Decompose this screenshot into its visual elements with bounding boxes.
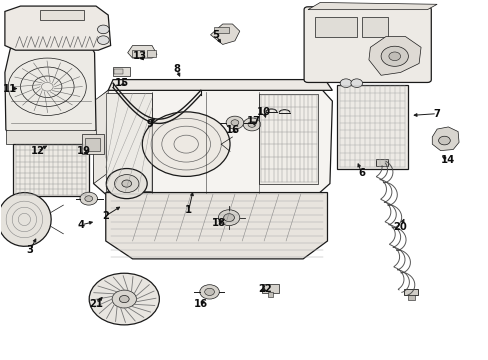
Circle shape (380, 46, 407, 66)
Bar (85, 138, 100, 151)
Bar (337, 85, 407, 169)
Bar (113, 67, 130, 76)
Circle shape (200, 285, 219, 299)
Text: 8: 8 (173, 64, 180, 74)
Text: 14: 14 (440, 155, 454, 165)
Bar (6, 130, 96, 144)
FancyBboxPatch shape (304, 7, 430, 82)
Text: 20: 20 (393, 222, 407, 231)
Polygon shape (108, 80, 332, 90)
Text: 21: 21 (89, 299, 103, 309)
Bar (261, 284, 279, 293)
Polygon shape (0, 193, 51, 246)
Text: 1: 1 (184, 206, 192, 216)
Circle shape (204, 288, 214, 296)
Text: 7: 7 (433, 109, 440, 119)
Bar (40, 10, 83, 21)
Bar (81, 134, 103, 154)
Circle shape (97, 25, 109, 34)
Circle shape (112, 290, 136, 308)
Bar (315, 17, 356, 37)
Bar (114, 69, 122, 74)
Text: 11: 11 (2, 84, 17, 94)
Text: 10: 10 (257, 107, 270, 117)
Text: 22: 22 (258, 284, 272, 294)
Bar (361, 17, 387, 37)
Text: 18: 18 (212, 218, 226, 228)
Text: 9: 9 (146, 120, 153, 129)
Circle shape (340, 79, 351, 87)
Bar (267, 292, 273, 297)
Circle shape (230, 120, 238, 126)
Bar (105, 93, 152, 192)
Circle shape (142, 112, 229, 176)
Circle shape (84, 196, 92, 202)
Text: 6: 6 (357, 168, 365, 178)
Polygon shape (93, 90, 332, 194)
Text: 17: 17 (246, 116, 260, 126)
Circle shape (350, 79, 362, 87)
Circle shape (114, 175, 139, 193)
Text: 13: 13 (133, 51, 146, 61)
Bar (407, 296, 414, 300)
Circle shape (363, 105, 378, 116)
Circle shape (218, 210, 239, 226)
Polygon shape (368, 37, 420, 75)
Circle shape (388, 52, 400, 60)
Circle shape (119, 296, 129, 303)
Circle shape (225, 116, 243, 129)
Polygon shape (93, 90, 108, 184)
Text: 15: 15 (115, 78, 129, 88)
Circle shape (89, 273, 159, 325)
Polygon shape (357, 94, 389, 120)
Polygon shape (5, 6, 110, 50)
Circle shape (122, 180, 131, 187)
Circle shape (223, 214, 234, 222)
Text: 3: 3 (27, 245, 34, 255)
Bar (13, 144, 88, 196)
Bar (404, 289, 417, 296)
Circle shape (243, 118, 260, 131)
Text: 5: 5 (211, 30, 219, 40)
Polygon shape (127, 45, 157, 58)
Circle shape (106, 168, 147, 199)
Text: 4: 4 (78, 220, 85, 230)
Polygon shape (210, 24, 239, 44)
Bar (375, 159, 387, 166)
Text: 16: 16 (225, 125, 239, 135)
Circle shape (97, 36, 109, 44)
Bar (214, 27, 228, 33)
Circle shape (80, 192, 97, 205)
Bar (259, 94, 317, 184)
Bar (147, 50, 156, 57)
Text: 19: 19 (77, 145, 91, 156)
Polygon shape (307, 3, 436, 10)
Bar (131, 50, 143, 57)
Polygon shape (105, 193, 327, 259)
Polygon shape (431, 127, 458, 150)
Circle shape (438, 136, 449, 145)
Circle shape (247, 122, 255, 127)
Text: 16: 16 (193, 299, 207, 309)
Text: 12: 12 (30, 146, 44, 156)
Text: 2: 2 (102, 211, 109, 221)
Polygon shape (5, 47, 96, 135)
